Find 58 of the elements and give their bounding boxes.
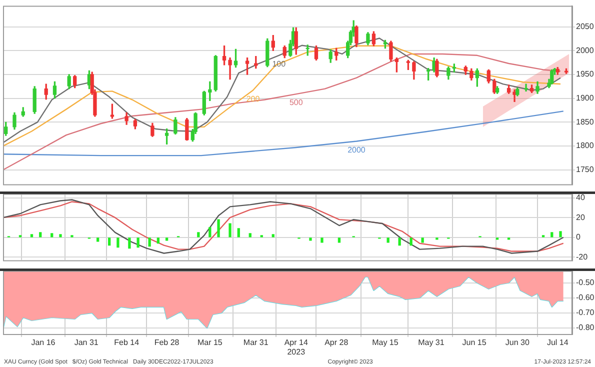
y-tick-label: 2050	[576, 22, 594, 31]
y-tick-label: -0.60	[576, 293, 595, 302]
x-tick-label: Apr 28	[324, 338, 349, 348]
y-tick-label: 1950	[576, 70, 594, 79]
bar	[217, 219, 220, 238]
y-tick-label: 20	[576, 212, 586, 222]
bar	[398, 238, 401, 246]
x-tick-label: Jul 14	[546, 338, 569, 348]
bar	[156, 238, 160, 244]
bar	[550, 232, 554, 238]
bar	[386, 238, 390, 243]
y-tick-label: -0.50	[576, 278, 595, 288]
y-tick-label: -0.70	[576, 308, 595, 318]
x-tick-label: Jan 16	[31, 338, 56, 348]
x-tick-label: May 31	[418, 338, 445, 348]
bar	[410, 238, 412, 246]
bar	[116, 238, 120, 248]
bar	[128, 238, 131, 249]
bar	[309, 238, 312, 241]
y-tick-label: 0	[576, 232, 581, 242]
bar	[50, 233, 54, 238]
bar	[208, 227, 212, 238]
bar	[421, 238, 424, 243]
y-tick-label: 1750	[576, 165, 594, 174]
y-tick-label: 2000	[576, 46, 594, 55]
x-tick-label: Jun 15	[462, 338, 487, 348]
bar	[39, 232, 42, 238]
series-label: 2000	[348, 145, 366, 154]
bar	[237, 228, 240, 238]
x-tick-label: Jun 30	[505, 338, 530, 348]
bar	[59, 234, 62, 238]
bar	[165, 238, 168, 241]
bar	[136, 238, 140, 248]
y-tick-label: -0.80	[576, 323, 595, 332]
y-tick-label: 1900	[576, 94, 594, 103]
bar	[108, 238, 111, 246]
bar	[197, 232, 200, 238]
bar	[96, 238, 100, 242]
bar	[320, 238, 324, 243]
bar	[559, 231, 562, 238]
x-tick-label: May 15	[372, 338, 399, 348]
x-tick-label: Apr 14 2023	[284, 338, 308, 357]
bar	[30, 234, 34, 238]
y-tick-label: -20	[576, 252, 588, 262]
bar	[148, 238, 151, 247]
bar	[338, 238, 341, 243]
bar	[248, 233, 252, 238]
series-label: 500	[289, 98, 304, 108]
y-tick-label: 1850	[576, 117, 594, 126]
bar	[228, 223, 232, 238]
x-tick-label: Feb 14	[114, 338, 140, 348]
y-tick-label: 40	[576, 192, 586, 202]
x-tick-label: Jan 31	[74, 338, 99, 348]
x-tick-label: Mar 31	[243, 338, 269, 348]
x-tick-label: Feb 28	[154, 338, 180, 348]
x-tick-label: Mar 15	[197, 338, 223, 348]
bar	[272, 234, 274, 238]
y-tick-label: 1800	[576, 141, 594, 150]
